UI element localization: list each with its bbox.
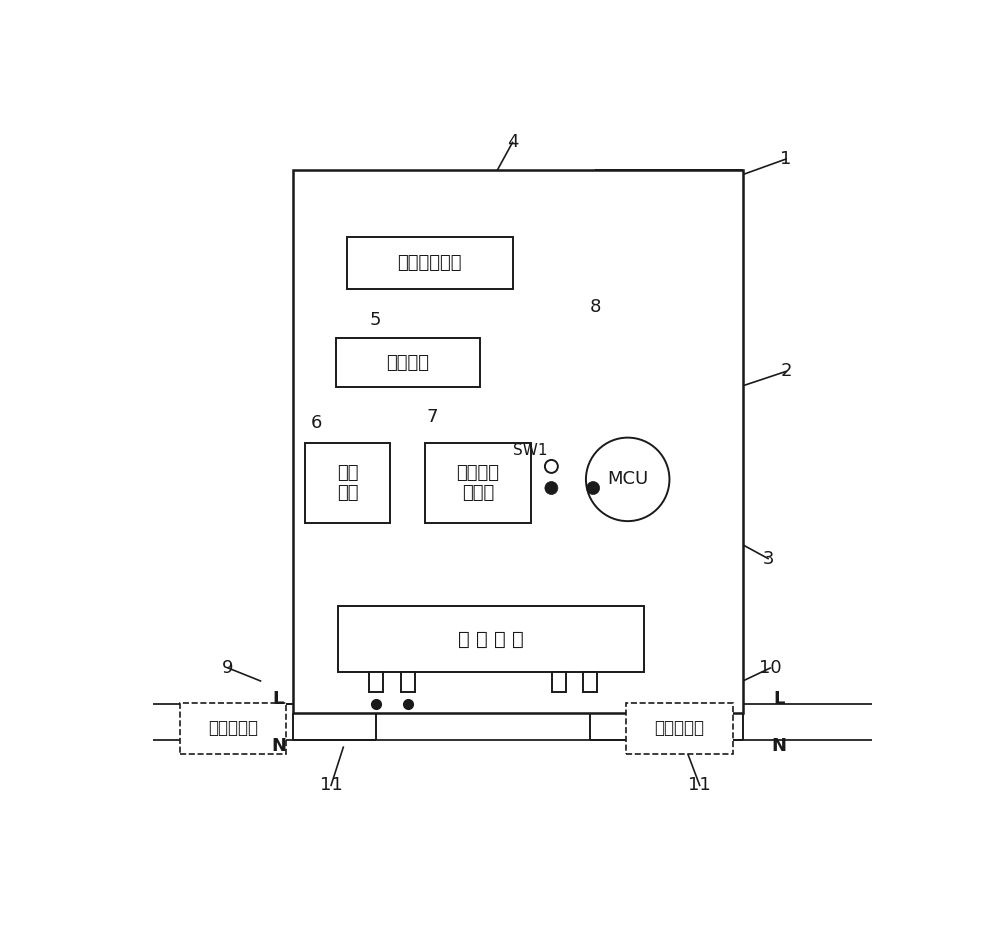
- Text: 1: 1: [780, 150, 792, 168]
- Text: 6: 6: [311, 414, 322, 432]
- Bar: [552, 672, 566, 693]
- Bar: [347, 237, 512, 289]
- Text: MCU: MCU: [607, 470, 648, 488]
- Text: 2: 2: [780, 363, 792, 381]
- Bar: [293, 170, 743, 713]
- Circle shape: [587, 482, 600, 495]
- Text: 容性负载: 容性负载: [387, 353, 430, 372]
- Circle shape: [545, 482, 558, 495]
- Text: 4: 4: [507, 134, 518, 151]
- Bar: [305, 443, 390, 523]
- Text: 8: 8: [590, 297, 601, 316]
- Text: 7: 7: [426, 409, 438, 426]
- Bar: [626, 702, 733, 755]
- Text: 10: 10: [759, 659, 782, 677]
- Text: 碳标签数据: 碳标签数据: [655, 719, 705, 738]
- Text: N: N: [771, 737, 786, 755]
- Text: 9: 9: [222, 659, 234, 677]
- Bar: [369, 672, 383, 693]
- Text: 电流编码
控制器: 电流编码 控制器: [456, 464, 499, 502]
- Text: 3: 3: [762, 550, 774, 568]
- Text: 无线通信模块: 无线通信模块: [397, 253, 462, 272]
- Text: 辅助
电源: 辅助 电源: [337, 464, 358, 502]
- Text: N: N: [271, 737, 286, 755]
- Bar: [401, 672, 415, 693]
- Bar: [338, 606, 644, 672]
- Bar: [425, 443, 531, 523]
- Bar: [583, 672, 597, 693]
- Text: 5: 5: [370, 310, 381, 328]
- Text: 11: 11: [320, 776, 342, 795]
- Text: 11: 11: [688, 776, 711, 795]
- Text: L: L: [273, 690, 284, 708]
- Bar: [336, 338, 480, 387]
- Bar: [180, 702, 286, 755]
- Text: 碳标签数据: 碳标签数据: [208, 719, 258, 738]
- Text: SW1: SW1: [513, 443, 548, 458]
- Text: L: L: [773, 690, 785, 708]
- Text: 采 样 模 块: 采 样 模 块: [458, 629, 524, 649]
